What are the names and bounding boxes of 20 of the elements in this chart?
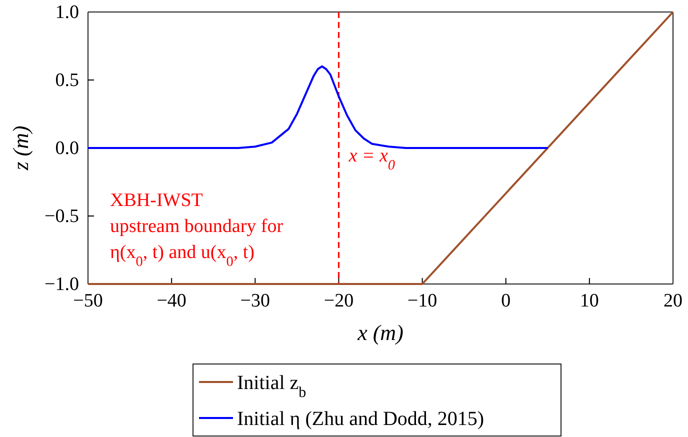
annotation: x = x$_{0}$	[348, 146, 396, 174]
line-series	[87, 65, 549, 149]
legend-label: Initial z$_{b}$	[237, 372, 306, 401]
x-tick-label: 20	[664, 290, 682, 312]
annotation: XBH-IWST	[110, 190, 204, 211]
x-tick-label: 0	[501, 290, 511, 312]
legend-label: Initial η (Zhu and Dodd, 2015)	[237, 408, 484, 430]
y-tick-label: 1.0	[55, 2, 79, 24]
x-tick-label: −30	[240, 290, 270, 312]
x-tick-label: −40	[156, 290, 186, 312]
x-axis-title: x (m)	[356, 320, 404, 345]
x-tick-label: −20	[324, 290, 354, 312]
x-tick-label: 10	[580, 290, 599, 312]
y-tick-label: 0.0	[55, 138, 79, 160]
y-axis-title: z (m)	[8, 126, 33, 172]
y-tick-label: 0.5	[55, 70, 79, 92]
annotation: upstream boundary for	[110, 216, 284, 237]
annotation: η(x$_{0}$, t) and u(x$_{0}$, t)	[110, 242, 254, 270]
y-tick-label: −0.5	[44, 206, 79, 228]
x-tick-label: −10	[407, 290, 438, 312]
